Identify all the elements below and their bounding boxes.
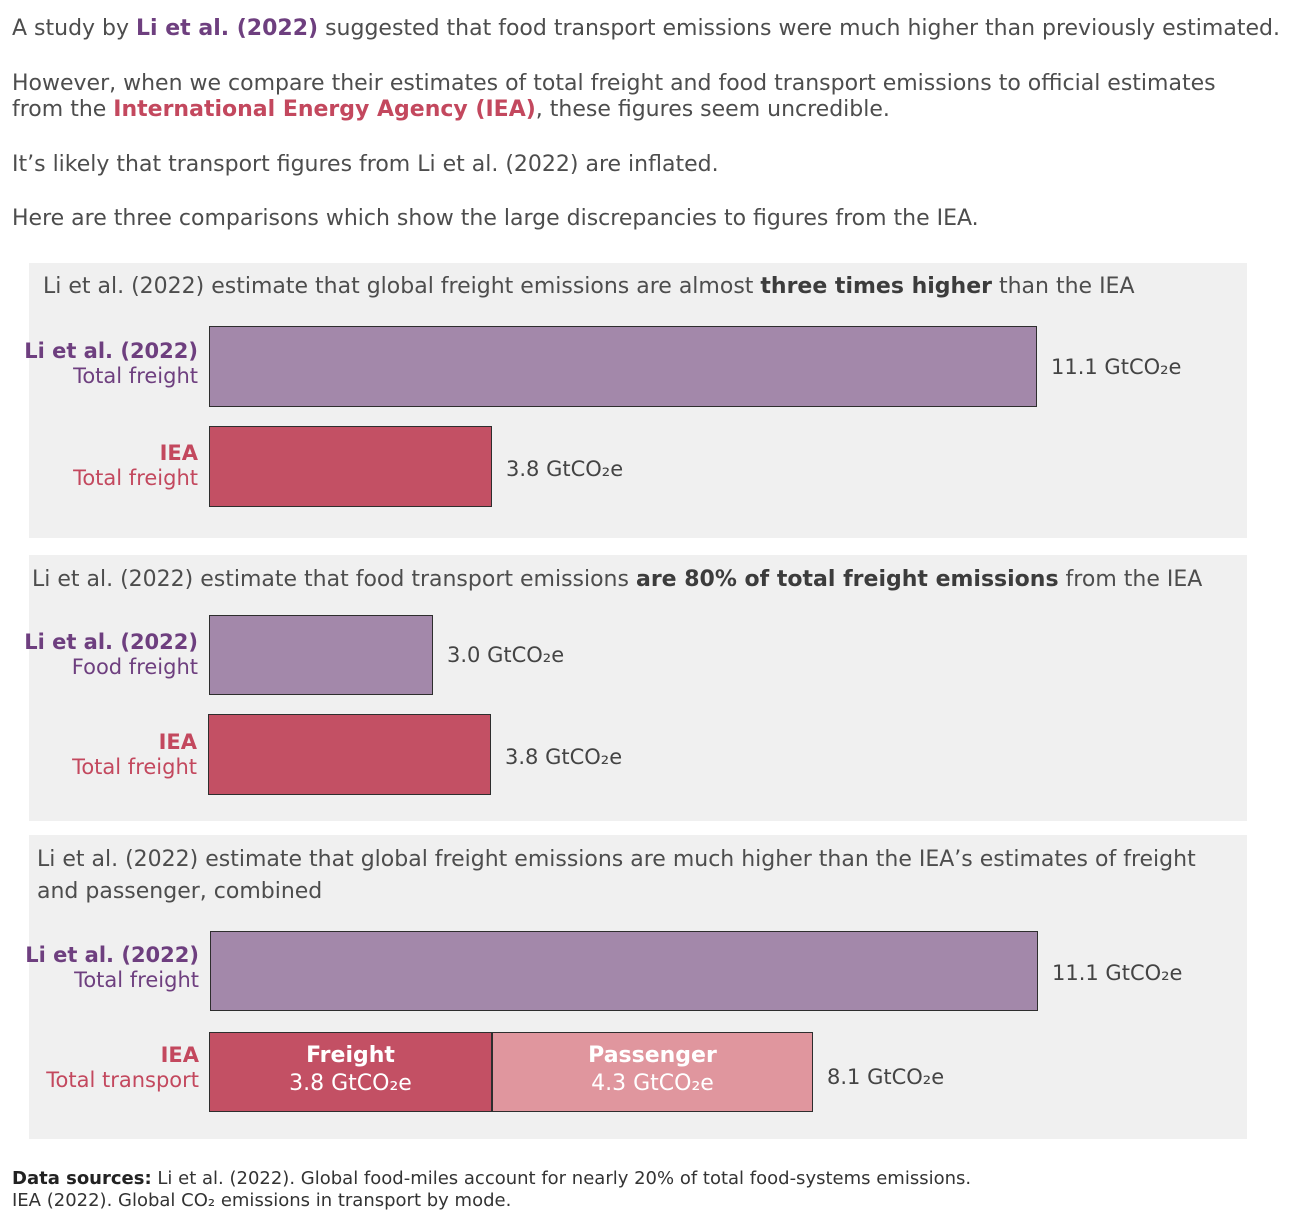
comparison-panel-2: Li et al. (2022) estimate that food tran…: [24, 555, 1247, 821]
segment-value: 3.8 GtCO₂e: [289, 1071, 412, 1096]
panel-title: Li et al. (2022) estimate that food tran…: [32, 564, 1202, 596]
category-label: Total transport: [46, 1068, 199, 1092]
source-label: IEA: [159, 441, 198, 465]
value-label: 3.8 GtCO₂e: [506, 457, 624, 481]
title-emphasis: three times higher: [760, 274, 992, 299]
intro-paragraph-1: A study by Li et al. (2022) suggested th…: [12, 16, 1282, 42]
intro-paragraph-4: Here are three comparisons which show th…: [12, 206, 979, 231]
category-label: Food freight: [71, 655, 198, 679]
value-label: 11.1 GtCO₂e: [1051, 355, 1182, 379]
bar-iea-freight-segment: [209, 1032, 492, 1112]
row-label-li: Li et al. (2022) Total freight: [8, 339, 198, 389]
title-emphasis: are 80% of total freight emissions: [635, 567, 1059, 592]
row-label-li: Li et al. (2022) Total freight: [9, 943, 199, 993]
row-label-iea: IEA Total freight: [7, 730, 197, 780]
comparison-panel-3: Li et al. (2022) estimate that global fr…: [25, 835, 1247, 1139]
row-label-iea: IEA Total transport: [9, 1043, 199, 1093]
bar-iea-total-freight: [209, 426, 492, 507]
title-text: from the IEA: [1058, 567, 1203, 592]
bar-iea-passenger-segment: [492, 1032, 813, 1112]
row-label-iea: IEA Total freight: [8, 441, 198, 491]
intro-text: A study by: [12, 16, 137, 41]
intro-text: suggested that food transport emissions …: [318, 16, 1280, 41]
category-label: Total freight: [72, 755, 197, 779]
source-label: IEA: [160, 1043, 199, 1067]
intro-text: , these figures seem uncredible.: [535, 97, 890, 122]
value-label: 8.1 GtCO₂e: [827, 1065, 945, 1089]
segment-label-passenger: Passenger 4.3 GtCO₂e: [492, 1042, 813, 1098]
bar-li-total-freight: [209, 326, 1037, 407]
source-line: IEA (2022). Global CO₂ emissions in tran…: [12, 1190, 512, 1211]
intro-paragraph-2: However, when we compare their estimates…: [12, 71, 1262, 123]
category-label: Total freight: [74, 968, 199, 992]
title-text: Li et al. (2022) estimate that global fr…: [43, 274, 761, 299]
comparison-panel-1: Li et al. (2022) estimate that global fr…: [24, 263, 1247, 538]
source-label: Li et al. (2022): [24, 630, 198, 654]
data-sources: Data sources: Li et al. (2022). Global f…: [12, 1168, 971, 1212]
bar-li-food-freight: [209, 615, 433, 695]
segment-name: Passenger: [588, 1043, 717, 1068]
value-label: 3.0 GtCO₂e: [447, 643, 565, 667]
category-label: Total freight: [73, 364, 198, 388]
source-line: Li et al. (2022). Global food-miles acco…: [151, 1168, 972, 1189]
row-label-li: Li et al. (2022) Food freight: [8, 630, 198, 680]
category-label: Total freight: [73, 466, 198, 490]
panel-title: Li et al. (2022) estimate that global fr…: [37, 847, 1196, 904]
intro-paragraph-3: It’s likely that transport figures from …: [12, 152, 719, 177]
intro-text: However, when we compare their estimates…: [12, 71, 1216, 122]
source-label: Li et al. (2022): [24, 339, 198, 363]
segment-value: 4.3 GtCO₂e: [591, 1071, 714, 1096]
value-label: 11.1 GtCO₂e: [1052, 961, 1183, 985]
segment-label-freight: Freight 3.8 GtCO₂e: [209, 1042, 492, 1098]
title-text: than the IEA: [991, 274, 1135, 299]
li-study-link[interactable]: Li et al. (2022): [136, 16, 319, 41]
source-label: IEA: [158, 730, 197, 754]
segment-name: Freight: [306, 1043, 395, 1068]
iea-link[interactable]: International Energy Agency (IEA): [113, 97, 536, 122]
sources-heading: Data sources:: [12, 1168, 152, 1189]
source-label: Li et al. (2022): [25, 943, 199, 967]
title-text: Li et al. (2022) estimate that food tran…: [32, 567, 636, 592]
panel-title: Li et al. (2022) estimate that global fr…: [43, 271, 1135, 303]
value-label: 3.8 GtCO₂e: [505, 745, 623, 769]
bar-li-total-freight: [210, 931, 1038, 1011]
bar-iea-total-freight: [208, 714, 491, 795]
